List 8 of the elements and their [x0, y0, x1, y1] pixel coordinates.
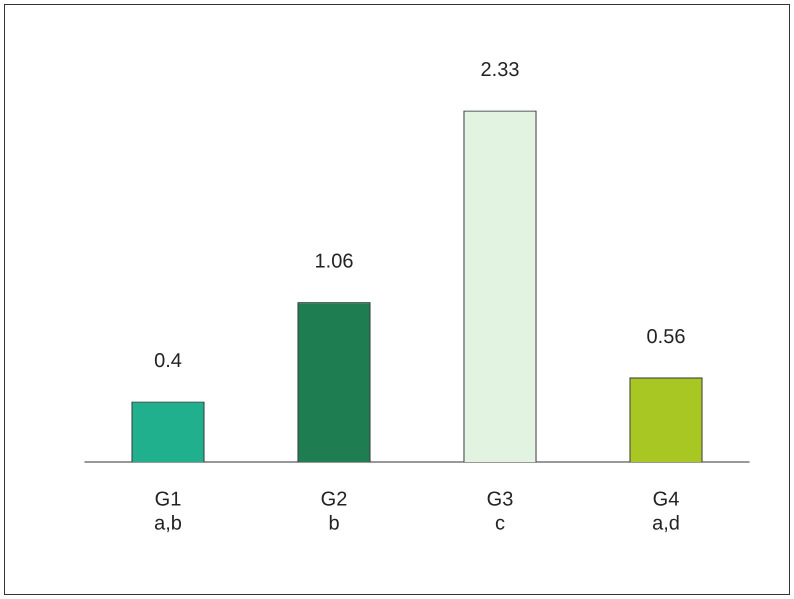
x-tick-label: G1 a,b	[154, 488, 182, 535]
data-label: 1.06	[314, 250, 354, 273]
x-tick-label: G4 a,d	[652, 488, 680, 535]
data-label: 2.33	[480, 59, 520, 82]
data-label: 0.56	[646, 326, 686, 348]
x-tick-label: G2 b	[320, 488, 348, 535]
x-tick-label: G3 c	[486, 488, 514, 535]
data-label: 0.4	[154, 350, 182, 372]
